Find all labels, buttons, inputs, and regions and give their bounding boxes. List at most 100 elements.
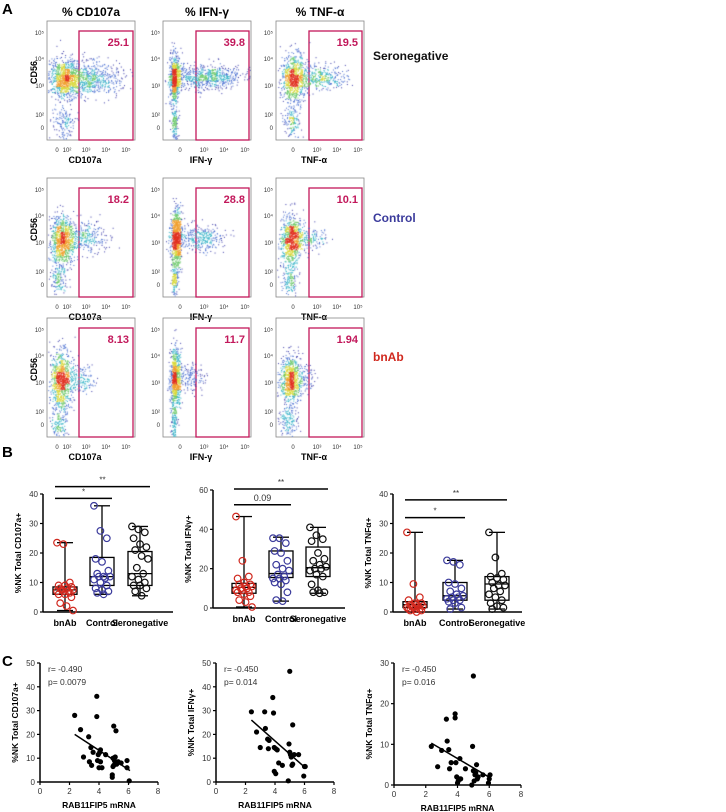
x-tick-label: 0 — [55, 445, 59, 451]
data-point — [307, 537, 316, 546]
y-tick-label: 10⁵ — [151, 327, 161, 334]
y-tick-label: 10⁴ — [264, 353, 274, 360]
data-point — [283, 556, 292, 565]
data-point — [451, 599, 459, 608]
data-point — [444, 738, 450, 744]
data-point — [94, 693, 100, 699]
data-point — [99, 590, 108, 599]
row-label-bnab: bnAb — [373, 350, 404, 364]
data-point — [317, 564, 326, 573]
significance-label: 0.09 — [254, 493, 272, 503]
x-tick-label: 2 — [243, 787, 248, 796]
column-title: % TNF-α — [296, 5, 345, 19]
data-point — [69, 606, 77, 615]
x-tick-label: 2 — [67, 787, 72, 796]
data-point — [312, 531, 321, 540]
category-label: Seronegative — [469, 618, 526, 628]
y-tick-label: 30 — [380, 659, 389, 668]
category-label: Seronegative — [290, 614, 347, 624]
data-point — [270, 694, 276, 701]
y-tick-label: 10⁴ — [151, 56, 161, 63]
data-point — [129, 534, 138, 543]
x-tick-label: 10⁴ — [332, 147, 342, 154]
data-point — [90, 501, 98, 510]
x-tick-label: 10³ — [200, 445, 209, 451]
x-tick-label: 10⁴ — [219, 147, 229, 154]
x-tick-label: 10⁴ — [332, 444, 342, 451]
x-tick-label: 10⁵ — [240, 304, 250, 311]
y-tick-label: 0 — [41, 423, 45, 429]
panel-label-a: A — [2, 1, 13, 18]
x-axis-label: IFN-γ — [190, 312, 213, 322]
flow-density-plot — [163, 21, 251, 140]
data-point — [142, 584, 151, 593]
x-tick-label: 10³ — [82, 148, 91, 154]
data-point — [489, 584, 498, 593]
x-tick-label: 10³ — [82, 445, 91, 451]
y-tick-label: 0 — [157, 423, 161, 429]
data-point — [243, 584, 252, 593]
data-point — [275, 534, 284, 543]
y-tick-label: 10³ — [151, 381, 160, 387]
x-tick-label: 10⁴ — [101, 444, 111, 451]
data-point — [314, 549, 322, 557]
data-point — [244, 572, 253, 581]
data-point — [457, 584, 466, 593]
data-point — [97, 759, 104, 765]
data-point — [91, 555, 100, 563]
y-tick-label: 40 — [26, 683, 35, 692]
r-value: r= -0.450 — [402, 664, 437, 674]
x-tick-label: 10⁴ — [332, 304, 342, 311]
data-point — [458, 776, 464, 782]
regression-line — [74, 733, 131, 772]
flow-density-plot — [47, 318, 135, 437]
data-point — [80, 754, 87, 760]
y-tick-label: 10 — [379, 579, 388, 588]
x-tick-label: 0 — [291, 305, 295, 311]
data-point — [451, 580, 459, 588]
scatter-plot-3: 0 2 4 6 8 0 10 20 30 RAB11FIP5 mRNA %NK Total TNFα… — [364, 659, 524, 812]
data-point — [101, 574, 110, 582]
scatter-plot-1: 0 2 4 6 8 0 10 20 30 40 50 RAB11FIP5 mRNA %NK Total … — [10, 659, 161, 810]
x-tick-label: 2 — [424, 790, 429, 799]
data-point — [446, 605, 455, 613]
data-point — [455, 560, 464, 569]
x-axis-label: IFN-γ — [190, 452, 213, 462]
data-point — [279, 762, 285, 768]
y-tick-label: 40 — [202, 683, 211, 692]
y-tick-label: 10⁵ — [264, 30, 274, 37]
y-tick-label: 30 — [26, 707, 35, 716]
data-point — [485, 528, 493, 537]
y-tick-label: 10² — [35, 113, 44, 119]
x-tick-label: 10³ — [200, 305, 209, 311]
data-point — [448, 760, 454, 766]
data-point — [435, 764, 441, 770]
data-point — [124, 757, 130, 764]
y-tick-label: 10⁵ — [151, 187, 161, 194]
data-point — [449, 557, 458, 566]
x-tick-label: 10² — [63, 445, 72, 451]
data-point — [238, 556, 247, 565]
x-axis-label: TNF-α — [301, 155, 327, 165]
y-tick-label: 10 — [29, 579, 38, 588]
data-point — [266, 737, 272, 743]
data-point — [134, 525, 143, 534]
data-point — [67, 593, 76, 602]
x-tick-label: 10⁵ — [240, 147, 250, 154]
x-tick-label: 0 — [392, 790, 397, 799]
y-tick-label: 40 — [379, 490, 388, 499]
flow-density-plot — [276, 178, 364, 297]
y-tick-label: 10⁵ — [35, 327, 45, 334]
x-tick-label: 0 — [291, 148, 295, 154]
y-axis-label: CD56 — [29, 218, 39, 241]
data-point — [322, 562, 330, 571]
y-tick-label: 10 — [380, 740, 389, 749]
significance-label: ** — [99, 476, 105, 485]
x-axis-label: RAB11FIP5 mRNA — [421, 803, 495, 812]
y-tick-label: 40 — [29, 490, 38, 499]
data-point — [126, 778, 132, 784]
y-tick-label: 10⁴ — [35, 353, 45, 360]
y-tick-label: 0 — [270, 126, 274, 132]
y-tick-label: 10³ — [264, 381, 273, 387]
x-tick-label: 8 — [519, 790, 524, 799]
